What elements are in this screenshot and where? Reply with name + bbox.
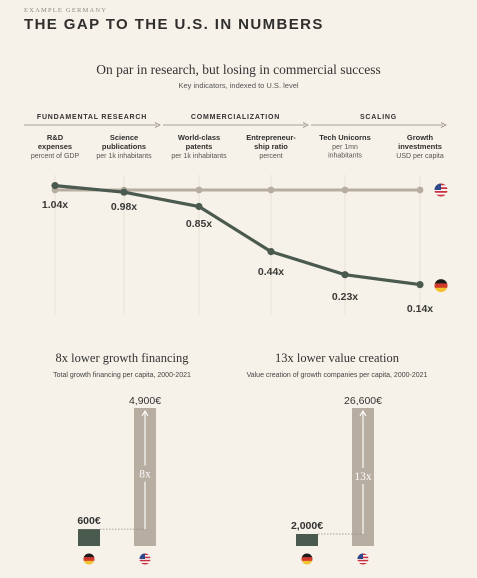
category-label: R&D bbox=[47, 133, 64, 142]
us-flag-icon bbox=[139, 553, 151, 565]
category-label: publications bbox=[102, 142, 146, 151]
category-unit: per 1mn bbox=[332, 144, 358, 151]
category-label: World-class bbox=[178, 133, 220, 142]
category-label: expenses bbox=[38, 142, 72, 151]
germany-data-point bbox=[416, 281, 424, 289]
us-data-point bbox=[195, 186, 203, 194]
germany-data-point bbox=[341, 271, 349, 279]
ratio-arrow-head bbox=[359, 409, 367, 417]
category-unit: USD per capita bbox=[396, 153, 444, 160]
category-label: Science bbox=[110, 133, 138, 142]
section-arrow-head bbox=[302, 122, 309, 128]
germany-data-point bbox=[267, 248, 275, 256]
germany-series-line bbox=[54, 184, 421, 287]
ratio-label-bg bbox=[353, 468, 373, 484]
germany-data-point bbox=[195, 202, 203, 211]
category-unit: inhabitants bbox=[328, 153, 362, 160]
bar-chart-subtitle: Total growth financing per capita, 2000-… bbox=[53, 372, 191, 379]
category-unit: per 1k inhabitants bbox=[171, 153, 227, 160]
data-label: 0.44x bbox=[258, 266, 284, 278]
category-label: ship ratio bbox=[254, 142, 288, 151]
us-data-point bbox=[416, 186, 424, 194]
section-header: SCALING bbox=[360, 114, 397, 121]
ratio-label: 8x bbox=[139, 469, 151, 481]
data-label: 0.98x bbox=[111, 201, 137, 213]
us-flag-icon bbox=[434, 183, 448, 197]
data-label: 0.85x bbox=[186, 218, 212, 230]
bar-chart-title: 13x lower value creation bbox=[275, 351, 400, 365]
germany-value-label: 600€ bbox=[77, 515, 101, 527]
us-data-point bbox=[341, 186, 349, 194]
germany-flag-icon bbox=[301, 553, 313, 565]
ratio-arrow-head bbox=[141, 409, 149, 417]
ratio-label: 13x bbox=[354, 471, 372, 483]
chart-subtitle: Key indicators, indexed to U.S. level bbox=[178, 81, 299, 90]
category-label: Growth bbox=[407, 133, 434, 142]
germany-bar bbox=[296, 534, 318, 546]
germany-data-point bbox=[120, 188, 128, 196]
germany-value-label: 2,000€ bbox=[291, 520, 323, 532]
data-label: 0.14x bbox=[407, 303, 433, 315]
germany-flag-icon bbox=[434, 279, 448, 293]
us-value-label: 4,900€ bbox=[129, 395, 161, 407]
data-label: 1.04x bbox=[42, 199, 68, 211]
ratio-label-bg bbox=[135, 465, 155, 482]
data-label: 0.23x bbox=[332, 291, 358, 303]
kicker: EXAMPLE GERMANY bbox=[24, 7, 108, 14]
category-label: patents bbox=[186, 142, 213, 151]
bar-chart-title: 8x lower growth financing bbox=[56, 351, 190, 365]
bar-chart-subtitle: Value creation of growth companies per c… bbox=[247, 372, 428, 379]
category-unit: percent bbox=[259, 153, 282, 160]
category-label: Entrepreneur- bbox=[246, 133, 296, 142]
section-arrow-head bbox=[440, 122, 447, 128]
germany-data-point bbox=[51, 182, 59, 190]
page-title: THE GAP TO THE U.S. IN NUMBERS bbox=[24, 16, 324, 33]
chart-title: On par in research, but losing in commer… bbox=[96, 62, 381, 77]
section-header: FUNDAMENTAL RESEARCH bbox=[37, 114, 147, 121]
germany-flag-icon bbox=[83, 553, 95, 565]
category-unit: percent of GDP bbox=[31, 153, 80, 160]
us-value-label: 26,600€ bbox=[344, 395, 382, 407]
us-data-point bbox=[267, 186, 275, 194]
category-unit: per 1k inhabitants bbox=[96, 153, 152, 160]
section-arrow-head bbox=[154, 122, 161, 128]
category-label: Tech Unicorns bbox=[319, 133, 371, 142]
us-flag-icon bbox=[357, 553, 369, 565]
section-header: COMMERCIALIZATION bbox=[191, 114, 280, 121]
germany-bar bbox=[78, 529, 100, 546]
category-label: investments bbox=[398, 142, 442, 151]
